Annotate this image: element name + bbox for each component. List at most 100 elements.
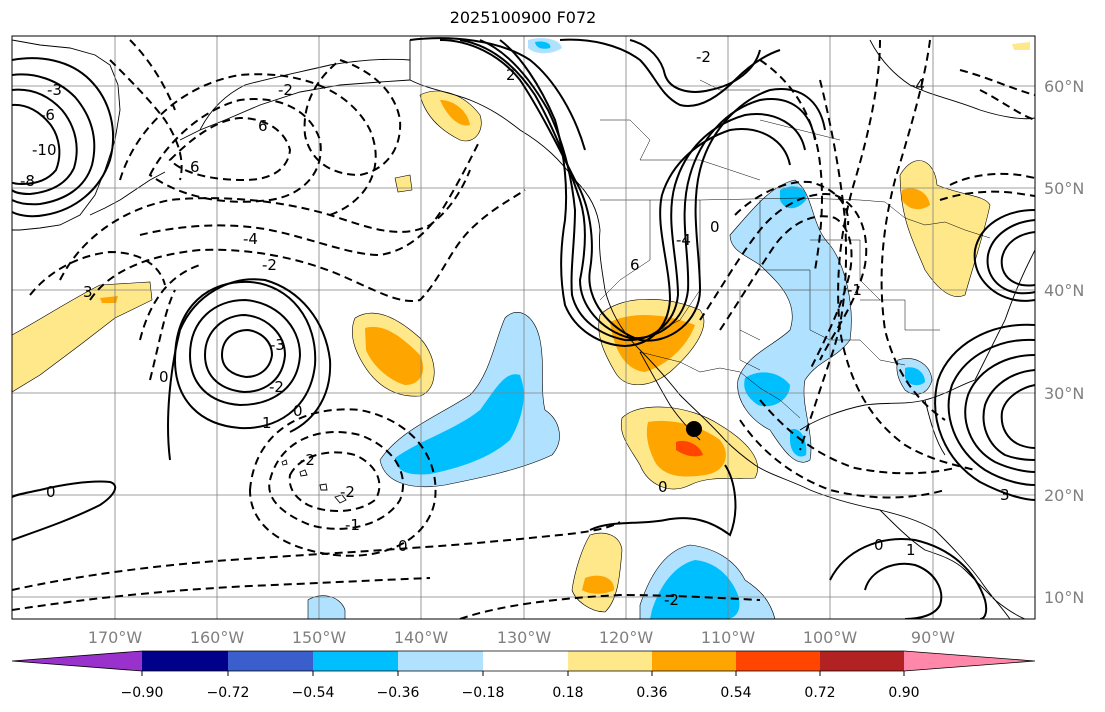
coast-north-america-west: [409, 40, 1011, 619]
colorbar-segment: [398, 651, 483, 671]
contour-west-low-1: [12, 57, 114, 218]
colorbar-segment: [228, 651, 313, 671]
colorbar-tick-label: 0.36: [636, 685, 667, 701]
contour-label: -8: [20, 172, 35, 190]
colorbar-tick-label: 0.72: [804, 685, 835, 701]
contour-neg-ridge-east-2: [719, 215, 853, 371]
contour-zero-east-inner: [864, 562, 943, 619]
contour-label: -2: [340, 483, 355, 501]
contour-ridge-6: [559, 38, 781, 107]
lon-tick-label: 140°W: [394, 628, 449, 647]
colorbar-tick-label: −0.18: [462, 685, 505, 701]
contour-label: 3: [83, 283, 93, 301]
contour-neg-south-1: [12, 521, 621, 591]
contour-one-pacific: [167, 278, 332, 461]
negative-anomaly-north-pacific-core: [535, 41, 551, 49]
contour-neg-east-trough-1: [837, 39, 976, 471]
contour-label: -1: [345, 516, 360, 534]
contour-label: -2: [269, 378, 284, 396]
negative-anomaly-rockies-core: [780, 186, 807, 209]
lat-tick-label: 50°N: [1044, 179, 1084, 198]
contour-neg-0-hawaii: [248, 408, 437, 557]
positive-anomaly-alaska-small: [1012, 42, 1030, 50]
contour-west-low-4: [12, 103, 61, 186]
contour-ridge-2: [459, 39, 816, 340]
contour-neg-east-trough-4: [759, 59, 823, 271]
lat-tick-label: 30°N: [1044, 384, 1084, 403]
contour-neg-west-edge-2: [129, 39, 176, 111]
positive-anomaly-small: [394, 174, 413, 193]
contour-label: -1: [847, 281, 862, 299]
positive-anomaly-mid-pacific-core: [365, 326, 424, 385]
contour-great-lakes-high-1: [973, 209, 1035, 302]
lon-tick-label: 170°W: [88, 628, 143, 647]
contour-label: -2: [664, 591, 679, 609]
contour-west-low-3: [12, 88, 78, 196]
contour-great-lakes-high-3: [1000, 231, 1035, 287]
longitude-axis: 170°W 160°W 150°W 140°W 130°W 120°W 110°…: [88, 628, 955, 647]
contour-east-high-1: [947, 338, 1035, 486]
coast-east: [974, 249, 1035, 381]
positive-anomaly-great-lakes-core: [902, 188, 930, 210]
colorbar-segment: [820, 651, 904, 671]
colorbar-segment: [483, 651, 568, 671]
contour-label: 1: [262, 414, 272, 432]
chart-title: 2025100900 F072: [449, 8, 597, 27]
contour-zero-west: [12, 480, 117, 541]
coast-aleutians: [89, 79, 411, 216]
contour-neg-mid-west: [139, 264, 201, 341]
colorbar-tick-label: 0.90: [888, 685, 919, 701]
colorbar-tick-label: 0.18: [552, 685, 583, 701]
positive-anomaly-tropics: [571, 532, 623, 613]
contour-neg-gulf-1: [739, 419, 946, 499]
contour-label: -2: [262, 256, 277, 274]
contour-neg-alaska-gulf: [303, 58, 402, 177]
colorbar-tick-label: 0.54: [720, 685, 751, 701]
coast-hawaii: [281, 459, 347, 504]
contour-label: 1: [906, 541, 916, 559]
contour-zero-east: [829, 538, 988, 619]
contour-label: -4: [243, 230, 258, 248]
shading-layer: [12, 38, 1030, 619]
contour-neg-south-2: [12, 577, 431, 611]
colorbar-extend-low: [12, 651, 142, 671]
contour-label: -2: [278, 81, 293, 99]
contour-neg-arctic: [979, 89, 1035, 121]
lat-tick-label: 10°N: [1044, 588, 1084, 607]
negative-anomaly-gulf-core: [905, 367, 925, 386]
lat-tick-label: 20°N: [1044, 486, 1084, 505]
contour-neg-2-pacific: [89, 189, 526, 302]
contour-west-low-2: [12, 73, 96, 206]
contour-high-pacific-3: [220, 328, 274, 379]
lon-tick-label: 100°W: [803, 628, 858, 647]
contour-neg-1-hawaii: [268, 431, 405, 530]
contour-neg-east-trough-3: [799, 79, 848, 451]
contour-label: -3: [270, 336, 285, 354]
colorbar-tick-label: −0.90: [121, 685, 164, 701]
colorbar-tick-label: −0.72: [207, 685, 250, 701]
negative-anomaly-eastern-pacific-core: [650, 560, 740, 619]
contour-great-lakes-high-2: [986, 219, 1035, 295]
contour-label: 0: [46, 483, 56, 501]
contour-neg-west-edge: [109, 59, 183, 181]
contour-label: 0: [159, 368, 169, 386]
contour-labels: 6 -2 6 -4 -2 3 -3 0 -2 1 0 -2 -1 0 -2 0 …: [20, 48, 1010, 609]
contour-label: 0: [293, 402, 303, 420]
negative-anomaly-texas-core: [744, 372, 790, 407]
contour-label: -3: [47, 81, 62, 99]
colorbar-segment: [313, 651, 398, 671]
lon-tick-label: 90°W: [911, 628, 955, 647]
lon-tick-label: 150°W: [292, 628, 347, 647]
contour-neg-great-lakes-1: [949, 172, 1035, 186]
negative-anomaly-subtropical-jet-core: [395, 374, 524, 475]
contour-neg-2-hawaii: [288, 451, 381, 512]
positive-anomaly-west-core: [100, 296, 118, 303]
contour-neg-tropics: [459, 593, 761, 619]
contour-label: 0: [874, 536, 884, 554]
positive-anomaly-west: [12, 281, 153, 393]
contour-label: 6: [190, 158, 200, 176]
contour-label: 0: [398, 537, 408, 555]
colorbar: −0.90 −0.72 −0.54 −0.36 −0.18 0.18 0.36 …: [11, 650, 1036, 701]
contour-high-pacific-0: [173, 280, 317, 430]
contour-label: 3: [1000, 486, 1010, 504]
